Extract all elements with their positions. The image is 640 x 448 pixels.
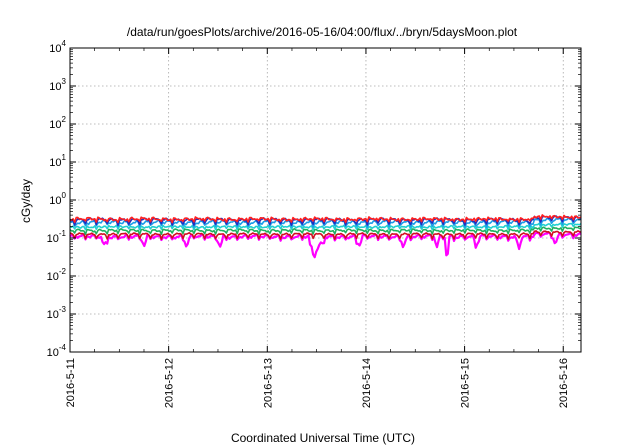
series-line (69, 226, 582, 235)
x-axis-label: Coordinated Universal Time (UTC) (231, 431, 415, 445)
y-tick-label: 104 (49, 39, 66, 55)
ticks: 10-4 10-3 10-2 10-1 100 101 102 103 104 2016-5-11… (47, 39, 581, 408)
series-line (69, 222, 582, 231)
x-tick-label: 2016-5-14 (361, 358, 373, 408)
series-layer (69, 214, 582, 259)
y-tick-label: 101 (49, 153, 66, 169)
x-tick-label: 2016-5-13 (262, 358, 274, 408)
grid (69, 47, 581, 353)
y-tick-label: 10-4 (47, 343, 67, 359)
y-tick-label: 100 (49, 191, 66, 207)
y-axis-label: cGy/day (19, 179, 33, 223)
x-tick-label: 2016-5-12 (164, 358, 176, 408)
x-tick-label: 2016-5-16 (558, 358, 570, 408)
y-tick-label: 10-1 (47, 229, 67, 245)
y-tick-label: 10-3 (47, 305, 67, 321)
x-tick-label: 2016-5-15 (460, 358, 472, 408)
chart-title: /data/run/goesPlots/archive/2016-05-16/0… (127, 25, 518, 39)
y-tick-label: 10-2 (47, 267, 67, 283)
y-tick-label: 103 (49, 77, 66, 93)
series-line (69, 230, 582, 240)
y-tick-label: 102 (49, 115, 66, 131)
series-line (69, 214, 582, 224)
x-tick-label: 2016-5-11 (65, 358, 77, 407)
